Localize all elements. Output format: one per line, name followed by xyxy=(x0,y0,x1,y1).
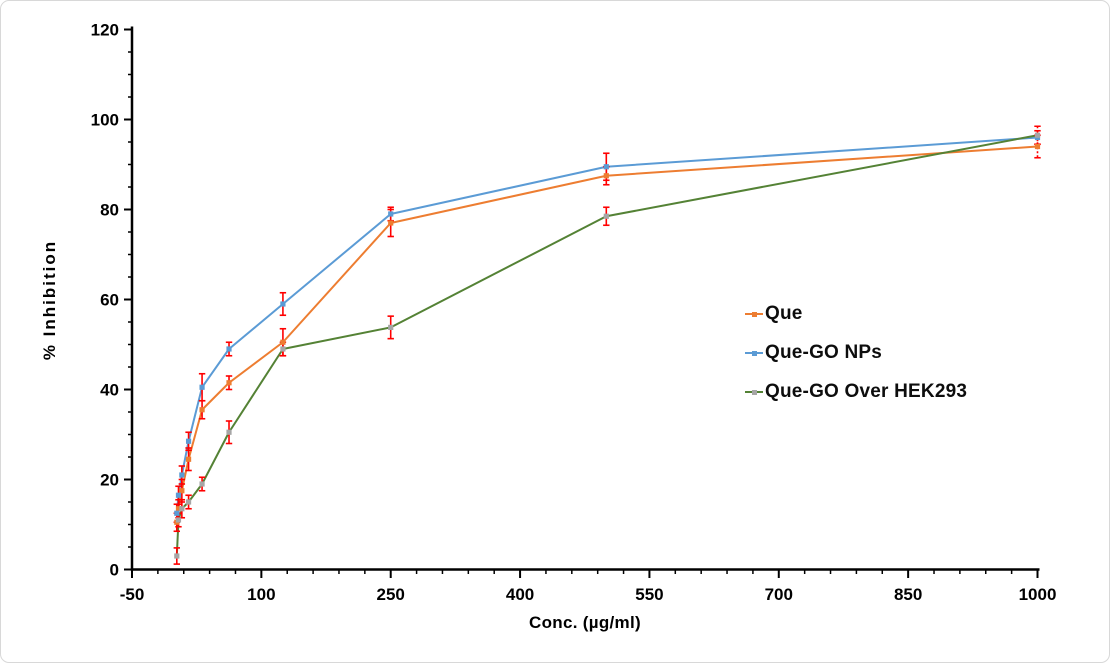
legend-marker-icon xyxy=(751,311,757,317)
x-tick-label: -50 xyxy=(120,585,145,604)
legend-swatch-que-go-nps xyxy=(745,341,763,365)
series-line-2 xyxy=(175,134,1038,557)
y-tick-label: 120 xyxy=(91,21,119,40)
y-tick-label: 0 xyxy=(110,561,119,580)
series-markers-2 xyxy=(174,132,1041,559)
axes xyxy=(130,26,1040,571)
legend-swatch-que xyxy=(745,302,763,326)
series-markers-1 xyxy=(174,134,1041,516)
legend-marker-icon xyxy=(751,389,757,395)
legend-marker-icon xyxy=(751,350,757,356)
legend-swatch-que-go-over-hek293 xyxy=(745,380,763,404)
legend-label: Que-GO NPs xyxy=(765,342,883,363)
x-axis-title: Conc. (µg/ml) xyxy=(529,613,641,632)
y-tick-label: 80 xyxy=(100,201,119,220)
y-tick-label: 60 xyxy=(100,291,119,310)
series-markers-0 xyxy=(174,143,1041,525)
x-tick-label: 250 xyxy=(377,585,405,604)
legend-item-que-go-nps: Que-GO NPs xyxy=(745,341,882,365)
legend-item-que: Que xyxy=(745,302,803,326)
x-tick-label: 700 xyxy=(765,585,793,604)
legend-item-que-go-over-hek293: Que-GO Over HEK293 xyxy=(745,380,967,404)
x-tick-label: 550 xyxy=(635,585,663,604)
y-tick-label: 40 xyxy=(100,381,119,400)
y-tick-label: 100 xyxy=(91,111,119,130)
y-tick-label: 20 xyxy=(100,471,119,490)
series-line-1 xyxy=(175,136,1038,514)
y-axis-ticks: 0 20 40 60 80 100 120 xyxy=(91,21,132,580)
x-tick-label: 100 xyxy=(247,585,275,604)
x-axis-ticks: -50 100 250 400 550 700 850 1000 xyxy=(120,569,1057,604)
series-line-0 xyxy=(175,145,1038,523)
x-tick-label: 850 xyxy=(894,585,922,604)
legend-label: Que-GO Over HEK293 xyxy=(765,381,968,402)
y-axis-title: % Inhibition xyxy=(40,239,59,361)
x-tick-label: 400 xyxy=(506,585,534,604)
legend-label: Que xyxy=(765,303,803,324)
x-tick-label: 1000 xyxy=(1019,585,1057,604)
